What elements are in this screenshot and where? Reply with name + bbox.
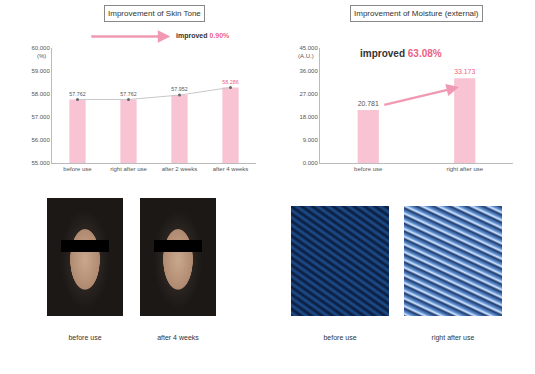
- svg-text:57.000: 57.000: [31, 114, 50, 120]
- svg-text:after 2 weeks: after 2 weeks: [162, 166, 198, 172]
- svg-text:9.000: 9.000: [303, 137, 319, 143]
- svg-text:right after use: right after use: [446, 166, 483, 172]
- svg-text:improved 0.90%: improved 0.90%: [176, 32, 230, 40]
- svg-text:45.000: 45.000: [299, 45, 318, 51]
- svg-text:36.000: 36.000: [299, 68, 318, 74]
- svg-text:58.286: 58.286: [222, 79, 238, 85]
- svg-text:58.000: 58.000: [31, 91, 50, 97]
- html-text:before use: before use: [323, 334, 357, 341]
- svg-text:33.173: 33.173: [454, 68, 475, 75]
- html-text:after 4 weeks: after 4 weeks: [157, 334, 199, 341]
- svg-text:57.762: 57.762: [120, 91, 136, 97]
- svg-text:Improvement of Skin Tone: Improvement of Skin Tone: [108, 9, 201, 18]
- svg-text:right after use: right after use: [110, 166, 147, 172]
- html-text:right after use: right after use: [431, 334, 475, 341]
- svg-text:55.000: 55.000: [31, 160, 50, 166]
- svg-text:56.000: 56.000: [31, 137, 50, 143]
- html-text:before use: before use: [68, 334, 102, 341]
- svg-text:improved 63.08%: improved 63.08%: [360, 48, 442, 59]
- svg-text:60,000: 60,000: [31, 45, 50, 51]
- svg-text:(%): (%): [37, 53, 46, 59]
- svg-text:57.762: 57.762: [69, 91, 85, 97]
- svg-text:(A.U.): (A.U.): [298, 53, 314, 59]
- svg-text:before use: before use: [63, 166, 92, 172]
- svg-text:57.952: 57.952: [171, 86, 187, 92]
- svg-text:20.781: 20.781: [358, 100, 379, 107]
- svg-text:59.000: 59.000: [31, 68, 50, 74]
- svg-text:0.000: 0.000: [303, 160, 319, 166]
- svg-text:18.000: 18.000: [299, 114, 318, 120]
- svg-text:before use: before use: [354, 166, 383, 172]
- svg-text:Improvement of Moisture (exter: Improvement of Moisture (external): [354, 9, 479, 18]
- svg-text:after 4 weeks: after 4 weeks: [213, 166, 249, 172]
- svg-text:27.000: 27.000: [299, 91, 318, 97]
